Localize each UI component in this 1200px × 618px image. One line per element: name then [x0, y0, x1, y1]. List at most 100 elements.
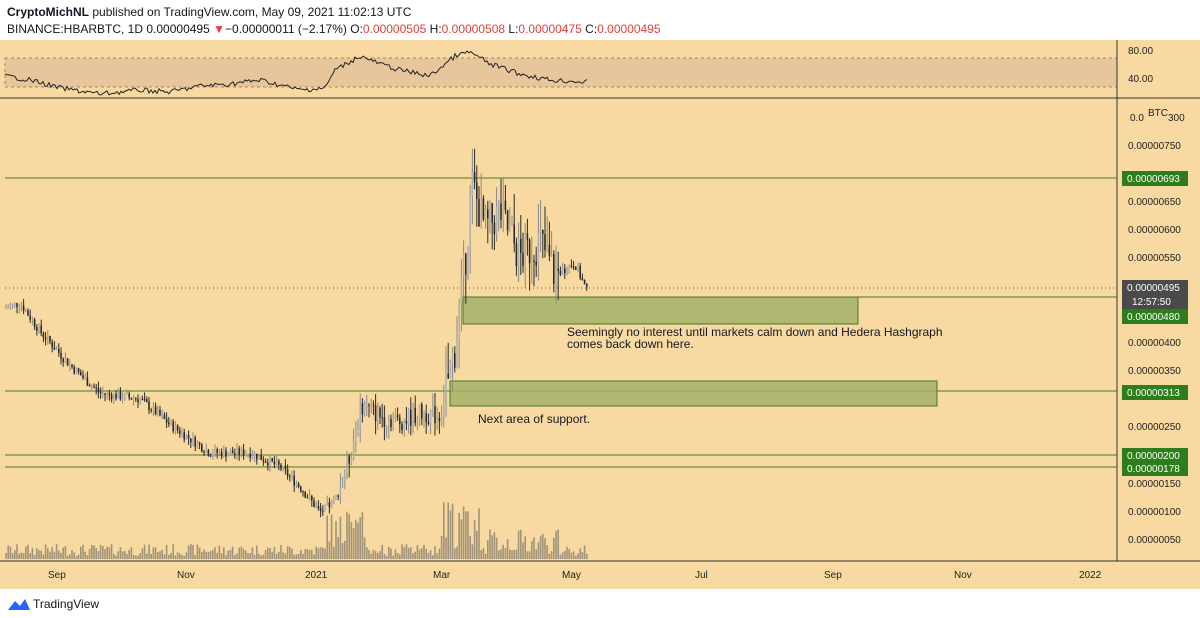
demand-zone-upper[interactable]	[462, 296, 859, 325]
axis-currency-label: BTC	[1148, 108, 1168, 119]
axis-label-050: 0.00000050	[1128, 535, 1181, 546]
volume-bar	[564, 550, 566, 559]
volume-bar	[399, 554, 401, 559]
price-chart[interactable]: 80.00 40.00 Seemingly no interest until …	[0, 40, 1200, 589]
volume-bar	[11, 553, 14, 559]
candle-body	[313, 500, 315, 507]
volume-bar	[471, 544, 474, 559]
volume-bar	[434, 546, 436, 559]
volume-bar	[234, 554, 236, 559]
volume-bar	[465, 511, 467, 559]
volume-bar	[117, 551, 119, 559]
volume-bar	[370, 553, 372, 559]
volume-bar	[357, 522, 359, 559]
candle-body	[414, 407, 416, 424]
candle-body	[432, 406, 434, 411]
volume-bar	[405, 544, 408, 559]
volume-bar	[5, 553, 7, 559]
candle-body	[275, 460, 278, 465]
time-axis-labels[interactable]: Sep Nov 2021 Mar May Jul Sep Nov 2022	[48, 570, 1102, 581]
x-label-mar: Mar	[433, 570, 451, 581]
axis-label-650: 0.00000650	[1128, 197, 1181, 208]
volume-bar	[273, 546, 276, 559]
price-axis-labels[interactable]: 0.0 BTC 300 0.00000750 0.00000650 0.0000…	[1128, 108, 1185, 546]
volume-bar	[192, 545, 194, 559]
candle-body	[421, 404, 423, 419]
volume-bar	[462, 506, 465, 559]
candle-body	[581, 278, 584, 280]
candle-body	[196, 442, 199, 447]
candle-body	[203, 451, 205, 453]
candle-body	[251, 456, 254, 458]
brand-name[interactable]: TradingView	[33, 597, 100, 611]
candle-body	[240, 449, 243, 455]
candle-body	[471, 171, 474, 196]
candle-body	[425, 413, 427, 423]
candle-body	[462, 253, 465, 276]
volume-bar	[478, 508, 480, 559]
volume-bar	[95, 547, 97, 559]
candle-body	[484, 209, 487, 220]
volume-bars	[5, 502, 588, 559]
candle-body	[269, 457, 271, 466]
candle-body	[297, 483, 300, 487]
candle-body	[104, 393, 106, 395]
candle-body	[220, 451, 223, 457]
volume-bar	[152, 547, 155, 559]
candle-body	[66, 358, 69, 366]
candle-body	[119, 391, 122, 400]
volume-bar	[403, 547, 405, 559]
volume-bar	[172, 544, 174, 559]
candle-body	[418, 404, 421, 421]
volume-bar	[493, 531, 496, 559]
volume-bar	[119, 547, 122, 559]
volume-bar	[427, 552, 430, 559]
axis-label-100: 0.00000100	[1128, 507, 1181, 518]
candle-body	[201, 444, 203, 452]
candle-body	[187, 434, 190, 439]
candle-body	[181, 432, 183, 434]
volume-bar	[183, 555, 185, 559]
volume-bar	[86, 555, 89, 559]
candle-body	[117, 391, 119, 399]
tradingview-logo-icon[interactable]	[7, 596, 31, 612]
candle-body	[324, 503, 326, 512]
candle-body	[357, 429, 359, 433]
volume-bar	[212, 549, 214, 559]
author-name[interactable]: CryptoMichNL	[7, 5, 89, 19]
candle-body	[355, 432, 357, 442]
close-value: 0.00000495	[597, 22, 661, 36]
volume-bar	[324, 548, 326, 559]
candle-body	[234, 453, 236, 455]
volume-bar	[557, 529, 559, 559]
candle-body	[190, 438, 192, 443]
volume-bar	[203, 549, 205, 559]
volume-bar	[306, 548, 309, 559]
volume-bar	[531, 541, 533, 559]
annotation-note1-line2[interactable]: comes back down here.	[567, 337, 694, 351]
volume-bar	[473, 519, 476, 559]
candle-body	[335, 495, 337, 499]
candle-body	[86, 377, 89, 386]
annotation-note1-line1[interactable]: Seemingly no interest until markets calm…	[567, 325, 943, 339]
volume-bar	[242, 548, 245, 559]
candle-body	[49, 335, 51, 342]
rsi-line	[4, 50, 588, 96]
volume-bar	[207, 552, 210, 559]
volume-bar	[196, 544, 199, 559]
axis-label-250: 0.00000250	[1128, 422, 1181, 433]
volume-bar	[423, 544, 425, 559]
axis-label-350: 0.00000350	[1128, 366, 1181, 377]
candle-body	[352, 441, 355, 459]
volume-bar	[73, 552, 75, 559]
volume-bar	[377, 552, 379, 559]
annotation-note2[interactable]: Next area of support.	[478, 412, 590, 426]
volume-bar	[16, 544, 18, 559]
volume-bar	[482, 547, 485, 559]
volume-bar	[544, 538, 546, 559]
demand-zone-lower[interactable]	[449, 380, 938, 407]
candle-body	[337, 495, 339, 497]
volume-bar	[436, 553, 438, 559]
candle-body	[458, 305, 460, 339]
candle-body	[449, 362, 452, 379]
